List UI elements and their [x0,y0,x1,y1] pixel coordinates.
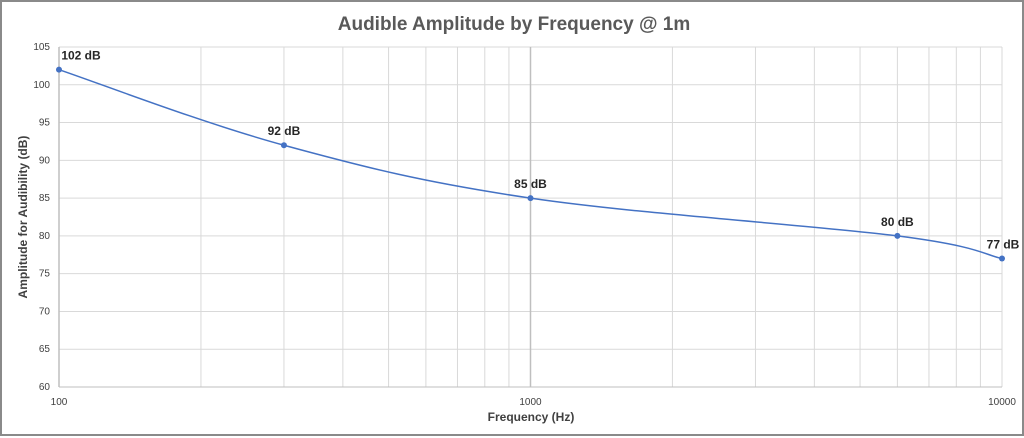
data-point [280,142,287,149]
data-points [56,66,1005,262]
axes [58,47,1002,388]
data-point [527,195,534,202]
data-label: 92 dB [268,124,301,138]
y-tick-label: 85 [39,193,51,204]
y-tick-label: 75 [39,269,51,280]
y-tick-label: 65 [39,344,51,355]
data-labels: 102 dB 92 dB 85 dB 80 dB 77 dB [61,49,1019,252]
data-label: 102 dB [61,49,101,63]
data-point [999,255,1005,262]
y-tick-label: 105 [33,42,50,53]
x-tick-label: 100 [51,397,68,408]
data-label: 80 dB [881,215,914,229]
y-tick-label: 90 [39,155,51,166]
y-axis-title: Amplitude for Audibility (dB) [16,136,30,299]
y-tick-label: 100 [33,80,50,91]
y-tick-label: 60 [39,382,51,393]
chart-title: Audible Amplitude by Frequency @ 1m [338,14,690,35]
y-tick-label: 95 [39,118,51,129]
data-point [894,232,901,239]
data-label: 77 dB [987,238,1020,252]
data-point [56,66,62,73]
data-label: 85 dB [514,177,547,191]
tick-labels: 60 65 70 75 80 85 90 95 100 105 100 1000 10000 [33,42,1016,408]
x-tick-label: 10000 [988,397,1016,408]
y-tick-label: 70 [39,306,51,317]
grid-lines [58,46,1003,388]
y-tick-label: 80 [39,231,51,242]
x-axis-title: Frequency (Hz) [488,410,575,424]
x-tick-label: 1000 [519,397,542,408]
